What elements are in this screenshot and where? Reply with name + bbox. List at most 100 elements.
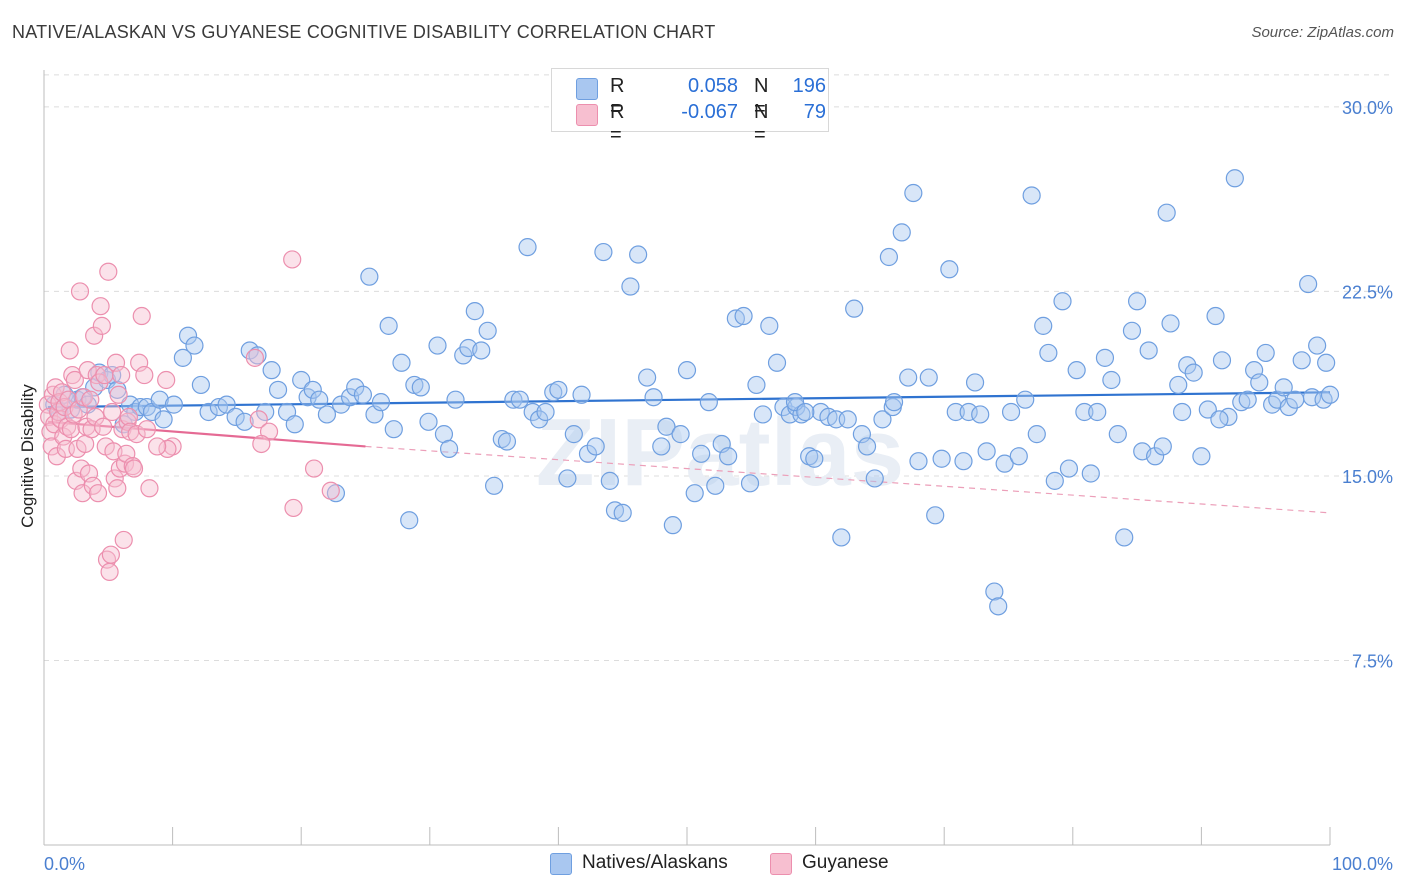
natives-point xyxy=(572,385,591,404)
guyanese-point xyxy=(112,365,131,385)
natives-point xyxy=(879,247,899,267)
natives-point xyxy=(1210,410,1229,429)
guyanese-trend-extension xyxy=(365,445,1331,514)
natives-point xyxy=(178,326,198,345)
correlation-legend: R = 0.058 N = 196 R = -0.067 N = 79 xyxy=(551,68,829,146)
natives-point xyxy=(892,223,911,242)
natives-point xyxy=(977,442,996,461)
natives-point xyxy=(439,439,459,458)
natives-point xyxy=(671,425,690,444)
natives-point xyxy=(1139,341,1158,360)
natives-point xyxy=(256,402,275,422)
guyanese-point xyxy=(321,481,340,500)
natives-point xyxy=(1153,437,1172,456)
guyanese-point xyxy=(73,484,92,503)
guyanese-point xyxy=(157,370,176,390)
natives-point xyxy=(173,348,192,367)
natives-point xyxy=(663,516,682,535)
natives-point xyxy=(268,380,288,399)
guyanese-points xyxy=(38,250,340,582)
natives-swatch xyxy=(576,78,598,100)
natives-point xyxy=(1292,351,1311,370)
guyanese-point xyxy=(85,326,104,345)
natives-point xyxy=(734,306,753,326)
natives-point xyxy=(657,417,676,436)
guyanese-point xyxy=(148,437,167,456)
natives-point xyxy=(767,353,787,372)
natives-point xyxy=(523,402,542,422)
y-tick-label: 22.5% xyxy=(1342,282,1393,302)
natives-point xyxy=(989,597,1008,616)
natives-point xyxy=(1001,402,1021,422)
guyanese-point xyxy=(108,479,127,498)
natives-point xyxy=(586,437,605,456)
natives-point xyxy=(1034,316,1053,335)
guyanese-point xyxy=(52,383,72,402)
natives-point xyxy=(1045,471,1064,490)
x-tick-label: 0.0% xyxy=(44,854,85,874)
y-axis-label: Cognitive Disability xyxy=(18,384,37,528)
natives-point xyxy=(719,447,738,466)
natives-point xyxy=(919,368,938,387)
natives-point xyxy=(1212,351,1232,370)
guyanese-point xyxy=(42,437,61,456)
natives-point xyxy=(1286,390,1305,409)
guyanese-point xyxy=(81,390,100,409)
points-layer xyxy=(38,169,1340,616)
guyanese-point xyxy=(101,545,120,564)
r-value: 0.058 xyxy=(687,75,738,97)
guyanese-point xyxy=(140,479,159,498)
guyanese-point xyxy=(137,420,156,439)
guyanese-point xyxy=(64,405,83,424)
natives-point xyxy=(1256,343,1275,363)
natives-point xyxy=(926,506,945,525)
natives-point xyxy=(1173,402,1192,422)
natives-point xyxy=(629,245,648,264)
natives-point xyxy=(845,299,864,318)
guyanese-point xyxy=(114,530,133,550)
natives-point xyxy=(472,341,491,360)
guyanese-point xyxy=(284,498,303,518)
natives-point xyxy=(384,420,403,439)
natives-point xyxy=(699,393,718,412)
natives-point xyxy=(379,316,398,335)
natives-point xyxy=(419,412,438,431)
y-tick-label: 30.0% xyxy=(1342,98,1393,118)
natives-point xyxy=(1009,447,1028,466)
natives-point xyxy=(248,346,267,365)
chart-title: NATIVE/ALASKAN VS GUYANESE COGNITIVE DIS… xyxy=(12,22,716,42)
natives-point xyxy=(185,336,204,355)
natives-point xyxy=(558,469,577,488)
guyanese-point xyxy=(61,420,81,439)
natives-point xyxy=(1122,321,1142,340)
natives-point xyxy=(1115,528,1134,547)
guyanese-point xyxy=(283,250,302,269)
natives-point xyxy=(400,511,419,530)
natives-point xyxy=(1127,292,1147,311)
natives-point xyxy=(1075,402,1094,422)
natives-point xyxy=(317,405,337,424)
x-tick-label: 100.0% xyxy=(1332,854,1393,874)
y-tick-label: 15.0% xyxy=(1342,467,1393,487)
natives-point xyxy=(1317,353,1336,372)
natives-point xyxy=(621,277,640,296)
natives-point xyxy=(638,368,657,387)
natives-point xyxy=(346,378,365,397)
natives-point xyxy=(971,405,990,424)
r-label: R = xyxy=(610,101,625,146)
guyanese-point xyxy=(127,425,146,444)
guyanese-swatch xyxy=(576,104,598,126)
natives-points xyxy=(45,169,1340,616)
natives-point xyxy=(518,238,537,257)
natives-point xyxy=(1108,425,1127,444)
natives-point xyxy=(677,361,697,380)
natives-point xyxy=(796,402,815,422)
natives-point xyxy=(510,390,529,409)
natives-point xyxy=(235,412,254,431)
natives-point xyxy=(154,410,173,429)
natives-point xyxy=(1299,274,1318,294)
guyanese-point xyxy=(103,402,122,422)
natives-point xyxy=(1053,292,1072,311)
natives-point xyxy=(446,390,465,409)
